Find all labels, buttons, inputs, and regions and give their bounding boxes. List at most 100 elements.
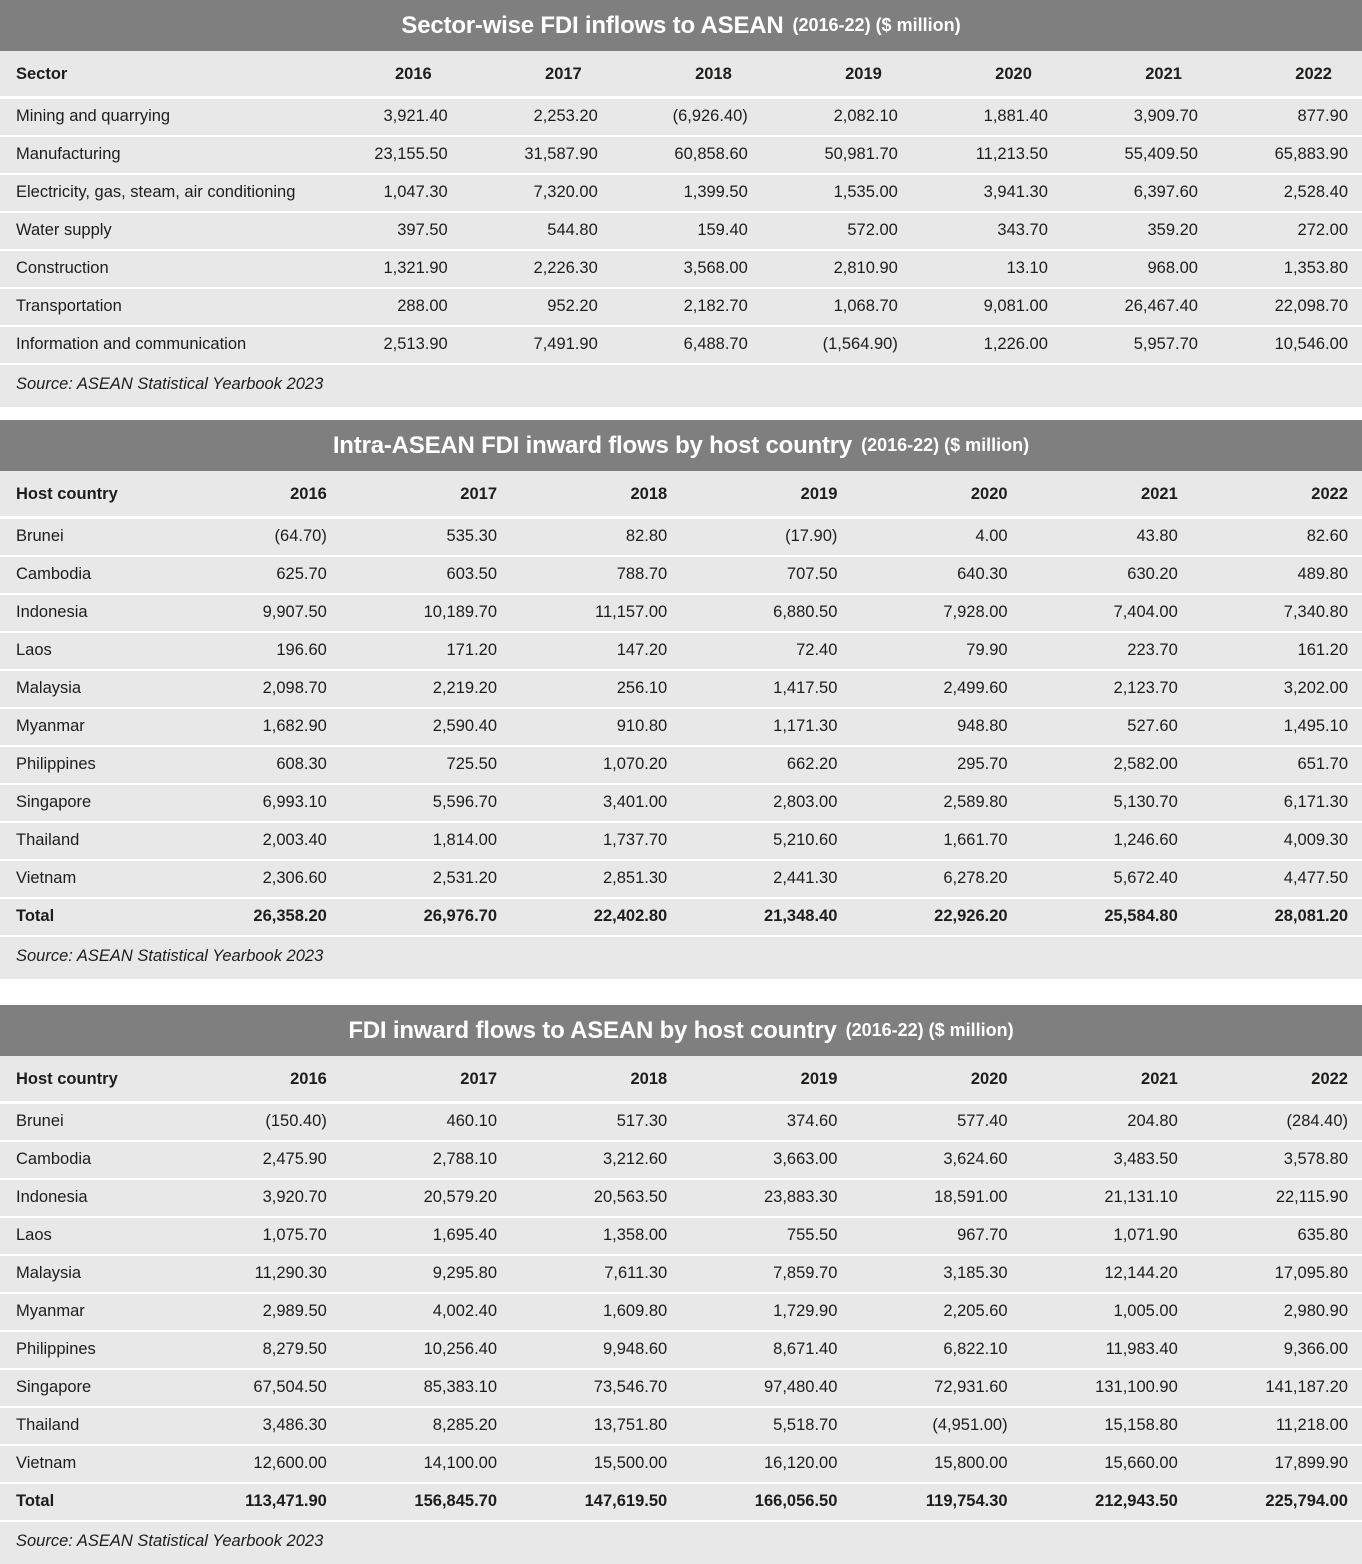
value-cell: 4.00 xyxy=(975,527,1008,545)
value-cell: 7,611.30 xyxy=(511,1254,682,1293)
value-cell: 15,500.00 xyxy=(511,1444,682,1483)
intra-asean-fdi-table: Host country 2016 2017 2018 2019 2020 2021 2022… xyxy=(0,471,1362,979)
table-row: Thailand 3,486.30 8,285.20 13,751.80 5,518.7… xyxy=(0,1406,1362,1445)
row-label-cell: Myanmar xyxy=(0,1292,171,1331)
value-cell: 1,729.90 xyxy=(681,1292,852,1331)
year-column-header: 2021 xyxy=(1021,1056,1192,1104)
year-column-header: 2020 xyxy=(851,471,1022,519)
source-note: Source: ASEAN Statistical Yearbook 2023 xyxy=(0,1520,1362,1564)
row-label-cell: Transportation xyxy=(0,287,312,326)
value-cell: (17.90) xyxy=(785,527,838,545)
first-column-header: Host country xyxy=(0,1056,171,1104)
value-cell: 72.40 xyxy=(681,631,852,670)
table-row: Laos 196.60 171.20 147.20 72.40 79.90 223.70 16… xyxy=(0,631,1362,670)
value-cell: 1,246.60 xyxy=(1021,821,1192,860)
value-cell: 1,226.00 xyxy=(911,325,1062,364)
value-cell: 22,098.70 xyxy=(1211,287,1362,326)
row-label-cell: Cambodia xyxy=(0,1140,171,1179)
value-cell: 15,800.00 xyxy=(851,1444,1022,1483)
value-cell: 79.90 xyxy=(851,631,1022,670)
value-cell: 23,155.50 xyxy=(311,135,462,174)
row-label-cell: Electricity, gas, steam, air conditionin… xyxy=(0,173,312,212)
value-cell: 10,546.00 xyxy=(1211,325,1362,364)
value-cell: 359.20 xyxy=(1061,211,1212,250)
value-cell: 3,941.30 xyxy=(911,173,1062,212)
value-cell: 1,535.00 xyxy=(761,173,912,212)
source-note: Source: ASEAN Statistical Yearbook 2023 xyxy=(0,935,1362,979)
value-cell: 156,845.70 xyxy=(340,1482,512,1521)
value-cell: 662.20 xyxy=(681,745,852,784)
value-cell: 72,931.60 xyxy=(851,1368,1022,1407)
value-cell: 6,993.10 xyxy=(170,783,341,822)
first-column-header: Sector xyxy=(0,51,312,99)
table-row: Manufacturing 23,155.50 31,587.90 60,858.60… xyxy=(0,135,1362,174)
row-label-cell: Thailand xyxy=(0,821,171,860)
table-title-subtitle: (2016-22) ($ million) xyxy=(861,435,1030,455)
table-footer: Source: ASEAN Statistical Yearbook 2023 xyxy=(0,935,1362,979)
year-column-header: 2021 xyxy=(1061,51,1212,99)
row-label-cell: Total xyxy=(0,1482,171,1521)
source-row: Source: ASEAN Statistical Yearbook 2023 xyxy=(0,363,1362,407)
value-cell: 5,518.70 xyxy=(681,1406,852,1445)
value-cell: 10,256.40 xyxy=(340,1330,512,1369)
year-column-header: 2019 xyxy=(761,51,912,99)
table-row: Information and communication 2,513.90 7,4… xyxy=(0,325,1362,364)
value-cell: 608.30 xyxy=(170,745,341,784)
value-cell: (284.40) xyxy=(1286,1112,1348,1130)
value-cell: 3,920.70 xyxy=(170,1178,341,1217)
value-cell: 2,513.90 xyxy=(311,325,462,364)
header-row: Host country 2016 2017 2018 2019 2020 2021 2022 xyxy=(0,471,1362,519)
value-cell: 6,488.70 xyxy=(611,325,762,364)
year-column-header: 2020 xyxy=(911,51,1062,99)
value-cell: 968.00 xyxy=(1061,249,1212,288)
table-body: Mining and quarrying 3,921.40 2,253.20 (6,9… xyxy=(0,98,1362,364)
value-cell: 2,123.70 xyxy=(1021,669,1192,708)
value-cell: 21,348.40 xyxy=(681,897,852,936)
value-cell: 141,187.20 xyxy=(1191,1368,1362,1407)
value-cell: 1,814.00 xyxy=(340,821,512,860)
value-cell: 3,185.30 xyxy=(851,1254,1022,1293)
value-cell: 489.80 xyxy=(1191,555,1362,594)
table-row: Transportation 288.00 952.20 2,182.70 1,068.… xyxy=(0,287,1362,326)
row-label-cell: Information and communication xyxy=(0,325,312,364)
value-cell: 535.30 xyxy=(446,527,498,545)
value-cell: (150.40) xyxy=(265,1112,327,1130)
value-cell: 1,047.30 xyxy=(311,173,462,212)
year-column-header: 2016 xyxy=(170,471,341,519)
year-column-header: 2022 xyxy=(1211,51,1362,99)
value-cell: 397.50 xyxy=(311,211,462,250)
value-cell: 2,219.20 xyxy=(340,669,512,708)
value-cell: 2,810.90 xyxy=(761,249,912,288)
row-label-cell: Cambodia xyxy=(0,555,171,594)
value-cell: 2,226.30 xyxy=(461,249,612,288)
value-cell: 166,056.50 xyxy=(681,1482,852,1521)
value-cell: 2,980.90 xyxy=(1191,1292,1362,1331)
table-body: Brunei (64.70) 535.30 82.80 (17.90) 4.00 43.80… xyxy=(0,518,1362,936)
value-cell: 21,131.10 xyxy=(1021,1178,1192,1217)
row-label-cell: Singapore xyxy=(0,783,171,822)
value-cell: 12,600.00 xyxy=(170,1444,341,1483)
value-cell: 26,467.40 xyxy=(1061,287,1212,326)
value-cell: 147.20 xyxy=(511,631,682,670)
value-cell: 11,983.40 xyxy=(1021,1330,1192,1369)
value-cell: 2,499.60 xyxy=(851,669,1022,708)
year-column-header: 2016 xyxy=(311,51,462,99)
table-title-bar: FDI inward flows to ASEAN by host countr… xyxy=(0,1005,1362,1056)
source-row: Source: ASEAN Statistical Yearbook 2023 xyxy=(0,1520,1362,1564)
row-label-cell: Construction xyxy=(0,249,312,288)
table-header: Host country 2016 2017 2018 2019 2020 2021 2022 xyxy=(0,1056,1362,1104)
value-cell: 11,218.00 xyxy=(1191,1406,1362,1445)
value-cell: 544.80 xyxy=(461,211,612,250)
year-column-header: 2020 xyxy=(851,1056,1022,1104)
value-cell: 6,880.50 xyxy=(681,593,852,632)
table-row: Thailand 2,003.40 1,814.00 1,737.70 5,210.60… xyxy=(0,821,1362,860)
value-cell: 577.40 xyxy=(957,1112,1008,1130)
value-cell: 7,859.70 xyxy=(681,1254,852,1293)
value-cell: 25,584.80 xyxy=(1021,897,1192,936)
row-label-cell: Vietnam xyxy=(0,1444,171,1483)
table-row: Myanmar 1,682.90 2,590.40 910.80 1,171.30 948… xyxy=(0,707,1362,746)
row-label-cell: Mining and quarrying xyxy=(16,107,171,125)
value-cell: 630.20 xyxy=(1021,555,1192,594)
value-cell: 2,003.40 xyxy=(170,821,341,860)
value-cell: 11,157.00 xyxy=(511,593,682,632)
